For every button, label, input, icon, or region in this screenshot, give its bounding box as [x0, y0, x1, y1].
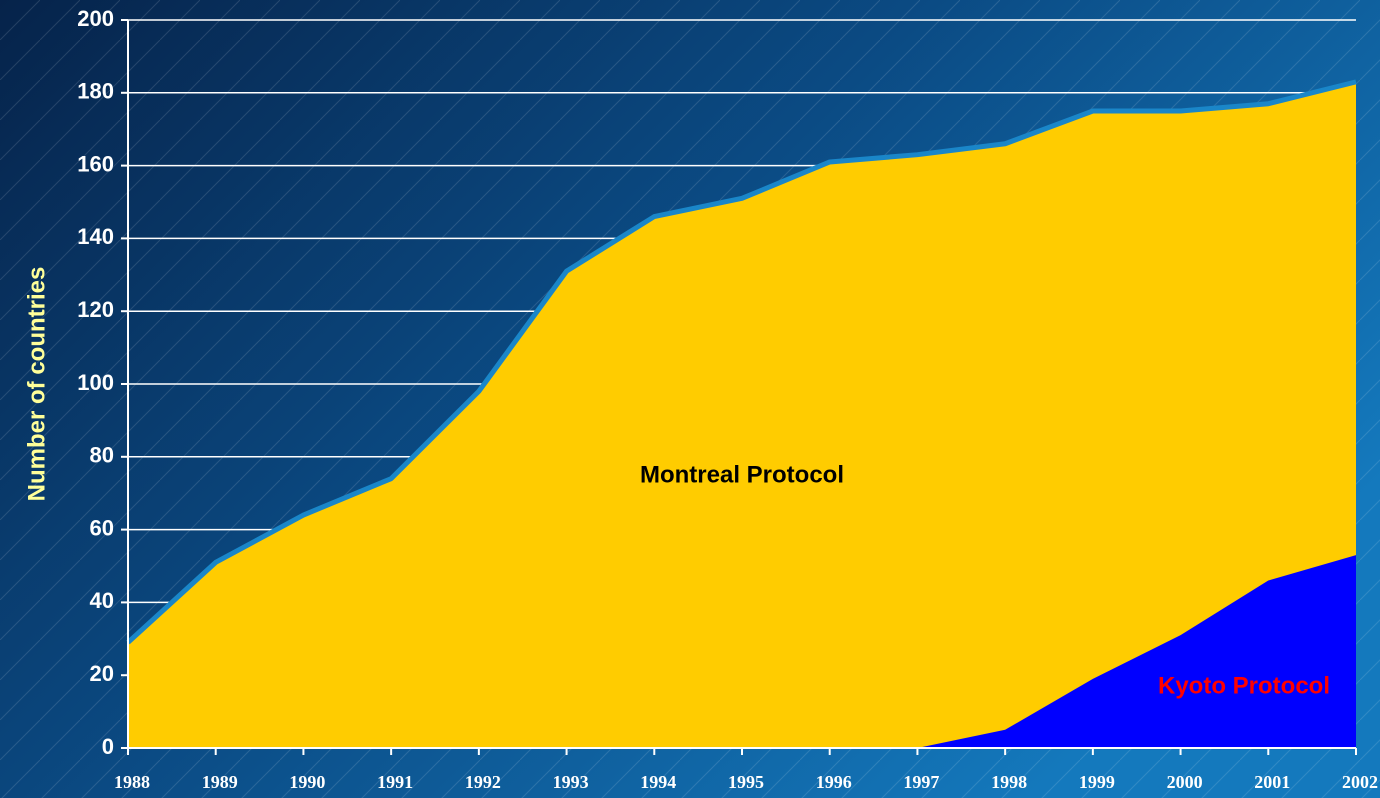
- area: [128, 81, 1356, 748]
- series-label: Kyoto Protocol: [1158, 672, 1330, 699]
- y-tick-label: 160: [77, 151, 114, 176]
- y-tick-label: 20: [90, 661, 114, 686]
- y-tick-label: 60: [90, 515, 114, 540]
- y-tick-label: 0: [102, 734, 114, 759]
- area-edge: [126, 79, 1357, 645]
- x-tick-label: 1999: [1079, 772, 1115, 792]
- x-tick-label: 1996: [816, 772, 852, 792]
- x-tick-label: 1998: [991, 772, 1027, 792]
- area: [917, 555, 1356, 748]
- x-tick-label: 1989: [202, 772, 238, 792]
- y-tick-label: 120: [77, 297, 114, 322]
- x-tick-label: 1991: [377, 772, 413, 792]
- x-tick-label: 2002: [1342, 772, 1378, 792]
- x-tick-label: 1992: [465, 772, 501, 792]
- y-tick-label: 80: [90, 443, 114, 468]
- x-tick-label: 1988: [114, 772, 150, 792]
- y-axis-label: Number of countries: [23, 267, 50, 502]
- x-tick-label: 2000: [1167, 772, 1203, 792]
- x-tick-label: 1995: [728, 772, 764, 792]
- x-tick-label: 1993: [553, 772, 589, 792]
- x-tick-label: 1997: [903, 772, 939, 792]
- y-tick-label: 200: [77, 6, 114, 31]
- x-tick-label: 1994: [640, 772, 676, 792]
- series-label: Montreal Protocol: [640, 461, 844, 488]
- y-tick-label: 40: [90, 588, 114, 613]
- x-tick-label: 2001: [1254, 772, 1290, 792]
- y-tick-label: 140: [77, 224, 114, 249]
- y-tick-label: 100: [77, 370, 114, 395]
- x-tick-label: 1990: [289, 772, 325, 792]
- y-tick-label: 180: [77, 79, 114, 104]
